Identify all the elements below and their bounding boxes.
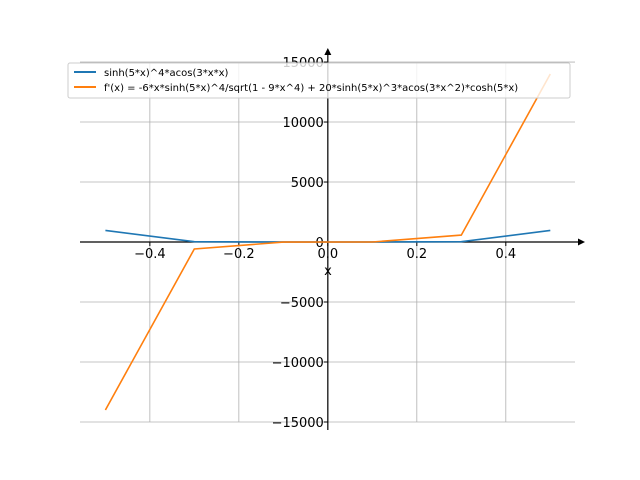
ticks: −0.4 −0.2 0.0 0.2 0.4 −15000 −10000 −5000 0 5000 1… — [134, 56, 516, 431]
y-tick-label: 5000 — [291, 176, 324, 191]
legend: sinh(5*x)^4*acos(3*x*x) f'(x) = -6*x*sin… — [67, 62, 571, 99]
x-tick-label: 0.4 — [495, 247, 516, 262]
y-tick-label: −10000 — [272, 356, 324, 371]
series-lines — [104, 73, 552, 411]
legend-label-0: sinh(5*x)^4*acos(3*x*x) — [104, 68, 229, 79]
x-tick-label: 0.2 — [406, 247, 427, 262]
x-tick-label: 0.0 — [317, 247, 338, 262]
x-tick-label: −0.4 — [134, 247, 166, 262]
y-tick-label: 0 — [316, 236, 324, 251]
axes — [80, 48, 585, 430]
x-axis-label: x — [324, 264, 332, 279]
series-line-1 — [104, 73, 552, 411]
x-axis-arrow — [578, 238, 585, 246]
y-tick-label: −5000 — [280, 296, 324, 311]
x-tick-label: −0.2 — [223, 247, 255, 262]
legend-label-1: f'(x) = -6*x*sinh(5*x)^4/sqrt(1 - 9*x^4)… — [104, 83, 518, 94]
y-axis-arrow — [324, 48, 332, 55]
y-tick-label: −15000 — [272, 416, 324, 431]
y-tick-label: 10000 — [282, 116, 323, 131]
